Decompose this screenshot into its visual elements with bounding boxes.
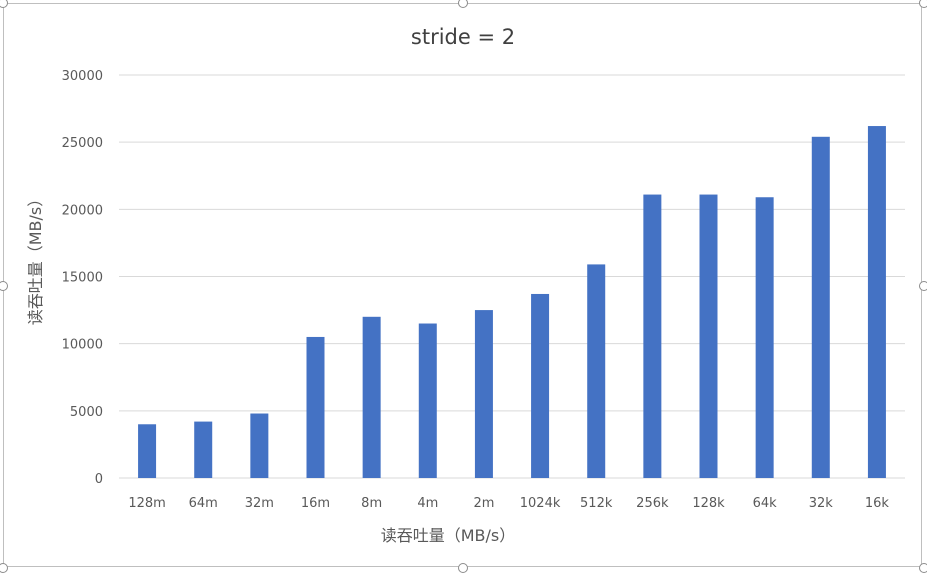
x-tick-label: 4m xyxy=(417,496,438,511)
x-tick-label: 16k xyxy=(865,496,890,511)
x-axis-title: 读吞吐量（MB/s） xyxy=(381,526,516,545)
bar-32m[interactable] xyxy=(250,413,269,478)
bar-16m[interactable] xyxy=(306,336,325,478)
x-tick-label: 128k xyxy=(692,496,725,511)
x-tick-label: 8m xyxy=(361,496,382,511)
bar-2m[interactable] xyxy=(474,310,493,478)
bar-128m[interactable] xyxy=(138,424,157,478)
resize-handle-middle-right[interactable] xyxy=(919,281,927,291)
bar-128k[interactable] xyxy=(699,194,718,478)
x-tick-label: 512k xyxy=(580,496,613,511)
resize-handle-top-middle[interactable] xyxy=(458,0,468,8)
y-tick-label: 0 xyxy=(95,472,103,487)
resize-handle-middle-left[interactable] xyxy=(0,281,8,291)
x-tick-label: 64k xyxy=(753,496,778,511)
x-tick-label: 128m xyxy=(128,496,165,511)
bar-64m[interactable] xyxy=(194,421,213,478)
resize-handle-top-right[interactable] xyxy=(919,0,927,8)
bar-64k[interactable] xyxy=(755,197,774,478)
bar-16k[interactable] xyxy=(867,126,886,479)
x-tick-label: 64m xyxy=(189,496,218,511)
y-tick-label: 15000 xyxy=(62,271,103,286)
y-tick-label: 5000 xyxy=(70,405,103,420)
chart-title: stride = 2 xyxy=(411,25,515,49)
x-tick-label: 2m xyxy=(473,496,494,511)
y-tick-label: 10000 xyxy=(62,338,103,353)
bar-32k[interactable] xyxy=(811,136,830,478)
y-tick-label: 20000 xyxy=(62,203,103,218)
x-tick-label: 16m xyxy=(301,496,330,511)
gridlines xyxy=(119,74,905,479)
y-axis-ticks: 0 5000 10000 15000 20000 25000 30000 xyxy=(62,69,103,487)
bar-1024k[interactable] xyxy=(531,293,550,478)
resize-handle-top-left[interactable] xyxy=(0,0,8,8)
y-tick-label: 30000 xyxy=(62,69,103,84)
bar-8m[interactable] xyxy=(362,316,381,478)
x-tick-label: 1024k xyxy=(520,496,561,511)
bar-4m[interactable] xyxy=(418,323,437,478)
bar-512k[interactable] xyxy=(587,264,606,478)
x-tick-label: 32m xyxy=(245,496,274,511)
x-tick-label: 32k xyxy=(809,496,834,511)
bars xyxy=(138,126,886,479)
y-axis-title: 读吞吐量（MB/s） xyxy=(26,191,45,326)
x-tick-label: 256k xyxy=(636,496,669,511)
bar-256k[interactable] xyxy=(643,194,662,478)
y-tick-label: 25000 xyxy=(62,136,103,151)
x-axis-ticks: 128m 64m 32m 16m 8m 4m 2m 1024k 512k 256k 128k 64k 3… xyxy=(128,496,889,511)
